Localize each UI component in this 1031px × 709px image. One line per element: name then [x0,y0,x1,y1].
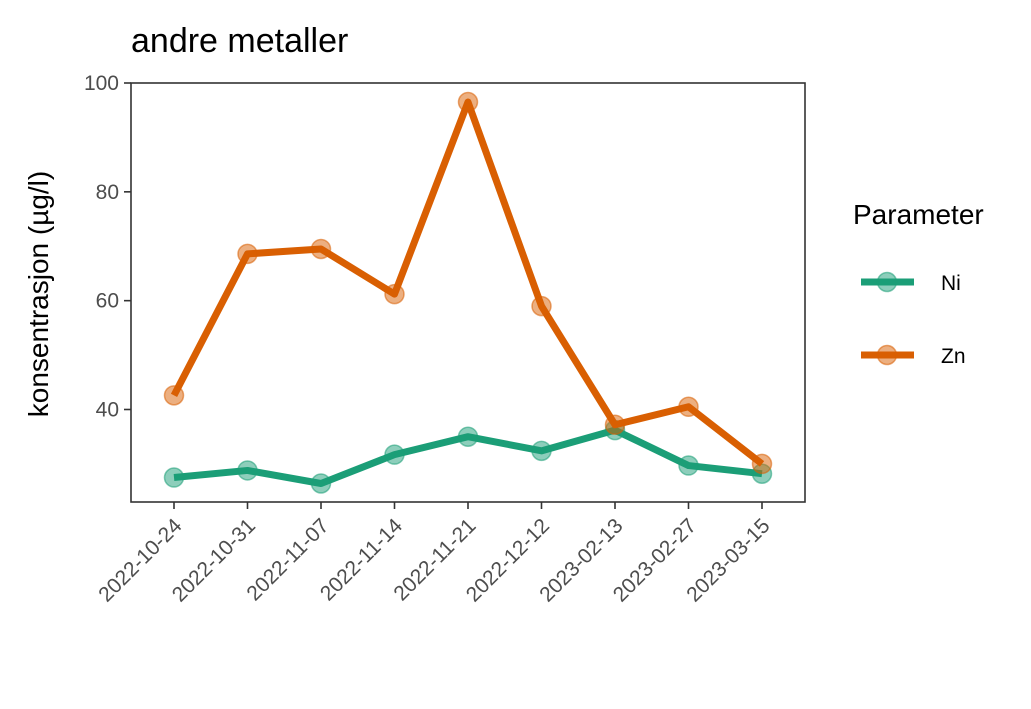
series-line-zn [170,98,765,467]
chart-title: andre metaller [131,22,348,60]
data-point-ni [457,426,479,447]
data-point-zn [604,414,626,435]
legend-label-ni: Ni [941,272,961,295]
data-point-ni [310,473,332,494]
data-point-zn [678,396,699,418]
y-tick-label: 80 [96,181,119,204]
legend-key-point [876,271,898,293]
legend-label-zn: Zn [941,345,966,368]
data-point-ni [531,440,552,462]
data-point-zn [457,91,479,113]
legend-title: Parameter [853,199,984,230]
data-point-ni [678,455,699,476]
data-point-ni [384,444,405,465]
data-point-zn [751,453,773,475]
data-point-ni [163,467,185,488]
data-point-ni [237,460,258,481]
data-point-zn [384,283,405,305]
data-point-zn [163,385,185,406]
legend: Parameter Ni Zn [853,199,984,368]
y-tick-label: 40 [96,398,119,421]
data-point-zn [531,295,552,317]
y-tick-label: 100 [84,72,119,95]
data-point-zn [310,238,332,260]
legend-key-point [876,344,898,366]
plot-area: 4060801002022-10-242022-10-312022-11-072… [84,72,806,606]
y-axis-label: konsentrasjon (µg/l) [23,171,54,417]
y-tick-label: 60 [96,290,119,313]
data-point-zn [237,243,258,265]
